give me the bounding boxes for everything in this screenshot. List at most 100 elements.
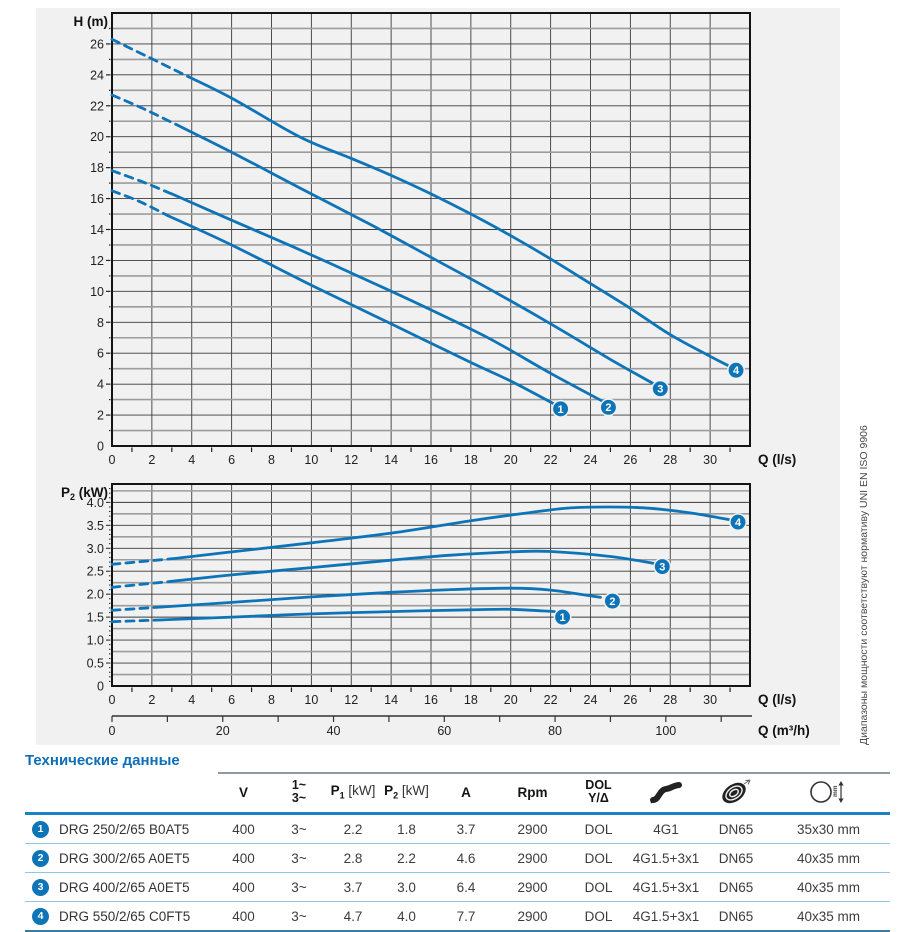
column-header-rpm: Rpm <box>517 784 548 800</box>
column-header-p1: P1 [kW] <box>330 783 376 801</box>
table-row: 1 DRG 250/2/65 B0AT5 400 3~ 2.2 1.8 3.7 2900 DOL… <box>25 815 890 844</box>
standard-compliance-note: Диапазоны мощности соответствуют нормати… <box>858 425 870 745</box>
column-header-1: 1~ 3~ <box>291 778 307 805</box>
table-body: 1 DRG 250/2/65 B0AT5 400 3~ 2.2 1.8 3.7 2900 DOL… <box>25 815 890 932</box>
svg-text:20: 20 <box>504 693 518 707</box>
svg-text:18: 18 <box>464 453 478 467</box>
performance-charts-panel: 0 2 4 6 8 10 12 14 16 18 20 22 24 26 0 2 4 6 8 10 12 14 16 18 20… <box>36 8 840 745</box>
svg-text:6: 6 <box>97 347 104 361</box>
table-cell: 2900 <box>517 850 548 866</box>
column-header-a: A <box>461 784 471 800</box>
svg-text:0: 0 <box>109 724 116 738</box>
svg-text:8: 8 <box>97 316 104 330</box>
cable-icon <box>631 779 701 805</box>
model-cell: 3 DRG 400/2/65 A0ET5 <box>25 878 215 896</box>
svg-text:14: 14 <box>90 223 104 237</box>
svg-text:2: 2 <box>148 693 155 707</box>
table-cell: 3~ <box>291 908 307 924</box>
svg-text:24: 24 <box>90 68 104 82</box>
table-cell: 2.2 <box>397 850 416 866</box>
table-cell: 2.2 <box>343 821 363 837</box>
svg-text:16: 16 <box>90 192 104 206</box>
svg-text:24: 24 <box>584 453 598 467</box>
svg-text:2: 2 <box>609 596 615 608</box>
svg-text:4: 4 <box>97 378 104 392</box>
svg-text:20: 20 <box>504 453 518 467</box>
model-cell: 1 DRG 250/2/65 B0AT5 <box>25 820 215 838</box>
svg-text:0: 0 <box>97 680 104 694</box>
svg-text:100: 100 <box>655 724 676 738</box>
svg-text:8: 8 <box>268 693 275 707</box>
table-cell: DOL <box>584 879 613 895</box>
column-header-v: V <box>238 784 248 800</box>
svg-text:20: 20 <box>216 724 230 738</box>
free-passage-icon: mm <box>771 778 886 806</box>
svg-text:3: 3 <box>659 562 665 574</box>
svg-text:Q (m³/h): Q (m³/h) <box>758 723 810 738</box>
table-cell: 3~ <box>291 879 307 895</box>
svg-text:4: 4 <box>733 365 740 377</box>
svg-text:18: 18 <box>90 161 104 175</box>
svg-text:16: 16 <box>424 453 438 467</box>
svg-text:0: 0 <box>97 440 104 454</box>
svg-text:Q (l/s): Q (l/s) <box>758 692 796 707</box>
svg-text:10: 10 <box>304 693 318 707</box>
svg-text:2.0: 2.0 <box>87 588 104 602</box>
svg-text:4.0: 4.0 <box>87 496 104 510</box>
svg-text:Q (l/s): Q (l/s) <box>758 452 796 467</box>
svg-text:14: 14 <box>384 693 398 707</box>
svg-text:26: 26 <box>90 37 104 51</box>
table-cell: 400 <box>232 879 255 895</box>
table-cell: 3.0 <box>397 879 416 895</box>
svg-text:0: 0 <box>109 453 116 467</box>
table-cell: 4G1.5+3x1 <box>632 908 700 924</box>
table-cell: 400 <box>232 850 255 866</box>
svg-text:30: 30 <box>703 453 717 467</box>
svg-text:18: 18 <box>464 693 478 707</box>
svg-text:20: 20 <box>90 130 104 144</box>
svg-text:26: 26 <box>623 693 637 707</box>
model-cell: 4 DRG 550/2/65 C0FT5 <box>25 907 215 925</box>
svg-text:0: 0 <box>109 693 116 707</box>
svg-text:80: 80 <box>548 724 562 738</box>
table-cell: 400 <box>232 908 255 924</box>
model-cell: 2 DRG 300/2/65 A0ET5 <box>25 849 215 867</box>
svg-text:1: 1 <box>560 612 566 624</box>
table-row: 3 DRG 400/2/65 A0ET5 400 3~ 3.7 3.0 6.4 2900 DOL… <box>25 873 890 902</box>
svg-text:22: 22 <box>90 99 104 113</box>
row-number-badge: 2 <box>32 849 49 867</box>
column-header-dol: DOL Y/Δ <box>585 778 612 805</box>
table-cell: 4.0 <box>397 908 416 924</box>
table-cell: 6.4 <box>456 879 476 895</box>
svg-text:H (m): H (m) <box>74 14 109 29</box>
model-name: DRG 550/2/65 C0FT5 <box>59 908 191 924</box>
table-cell: 2900 <box>517 879 548 895</box>
svg-text:P2 (kW): P2 (kW) <box>61 485 108 502</box>
svg-text:3.5: 3.5 <box>87 519 104 533</box>
svg-text:12: 12 <box>344 453 358 467</box>
svg-text:10: 10 <box>90 285 104 299</box>
svg-text:30: 30 <box>703 693 717 707</box>
svg-text:14: 14 <box>384 453 398 467</box>
svg-text:12: 12 <box>90 254 104 268</box>
svg-text:22: 22 <box>544 693 558 707</box>
table-cell: DOL <box>584 850 613 866</box>
svg-text:2.5: 2.5 <box>87 565 104 579</box>
svg-text:0.5: 0.5 <box>87 657 104 671</box>
svg-text:28: 28 <box>663 693 677 707</box>
table-cell: 40x35 mm <box>796 908 861 924</box>
svg-text:8: 8 <box>268 453 275 467</box>
row-number-badge: 1 <box>32 820 49 838</box>
table-cell: 40x35 mm <box>796 879 861 895</box>
svg-text:6: 6 <box>228 453 235 467</box>
table-cell: 4.6 <box>456 850 476 866</box>
table-cell: DOL <box>584 908 613 924</box>
table-cell: 4.7 <box>343 908 363 924</box>
svg-text:2: 2 <box>605 402 611 414</box>
column-header-p2: P2 [kW] <box>384 783 429 801</box>
impeller-icon <box>701 778 771 806</box>
table-cell: DN65 <box>718 908 754 924</box>
svg-text:60: 60 <box>437 724 451 738</box>
